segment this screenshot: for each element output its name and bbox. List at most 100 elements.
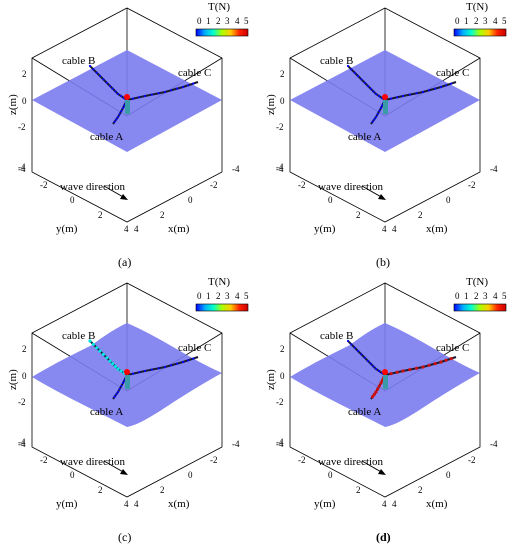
cable-a-node xyxy=(379,381,383,385)
cable-c-node xyxy=(132,372,135,375)
cable-c-node xyxy=(181,360,185,364)
cable-b xyxy=(88,64,128,101)
cable-b-node xyxy=(372,90,375,93)
cable-b-node xyxy=(346,339,350,343)
z-tick: -4 xyxy=(18,437,26,447)
x-tick: 2 xyxy=(418,485,423,495)
cable-b-node xyxy=(111,362,115,366)
cable-a-node xyxy=(118,113,121,116)
z-tick: -4 xyxy=(276,437,284,447)
y-tick: 4 xyxy=(382,224,387,234)
colorbar-title: T(N) xyxy=(466,1,488,13)
colorbar-tick: 0 xyxy=(197,16,202,26)
y-tick: 0 xyxy=(328,195,333,205)
cable-b-node xyxy=(366,84,370,88)
cable-c-node xyxy=(421,365,425,369)
buoy-body xyxy=(125,375,130,389)
cable-a-label: cable A xyxy=(348,406,381,418)
cable-b-node xyxy=(119,369,123,373)
cable-a-node xyxy=(121,381,125,385)
x-tick: 0 xyxy=(446,470,451,480)
cable-c-node xyxy=(150,368,153,371)
cable-b-node xyxy=(108,359,112,363)
cable-b-node xyxy=(377,369,381,373)
x-tick: -4 xyxy=(232,439,240,449)
cable-c-node xyxy=(170,364,173,367)
z-tick: -4 xyxy=(18,162,26,172)
colorbar: T(N) 0 1 2 3 4 5 xyxy=(453,1,507,37)
panel-d-plot: cable B cable C cable A wave direction 2… xyxy=(265,276,507,544)
cable-c-node xyxy=(439,85,443,89)
cable-b-node xyxy=(116,92,120,96)
y-tick: 2 xyxy=(356,485,361,495)
y-tick: 0 xyxy=(70,195,75,205)
x-tick: 0 xyxy=(446,195,451,205)
colorbar: T(N) 0 1 2 3 4 5 xyxy=(195,1,249,37)
colorbar-tick: 1 xyxy=(206,291,211,301)
cable-c-node xyxy=(445,84,448,87)
cable-c-node xyxy=(163,365,167,369)
z-tick: -4 xyxy=(276,162,284,172)
y-tick: -4 xyxy=(276,439,284,449)
panel-a: cable B cable C cable A wave direction 2… xyxy=(0,0,258,275)
cable-b-node xyxy=(356,74,360,78)
y-tick: -4 xyxy=(18,439,26,449)
cable-c-node xyxy=(181,85,185,89)
cable-a-node xyxy=(123,104,126,107)
y-tick: 2 xyxy=(98,210,103,220)
cable-c-node xyxy=(192,357,195,360)
cable-b-node xyxy=(111,87,114,90)
cable-c-node xyxy=(138,371,141,374)
z-tick: -2 xyxy=(276,122,284,132)
cable-c-node xyxy=(415,92,418,95)
cable-b-node xyxy=(353,346,356,349)
float-marker xyxy=(124,94,130,100)
cable-c xyxy=(125,356,199,377)
cable-b-node xyxy=(369,87,372,90)
colorbar-tick: 4 xyxy=(235,16,240,26)
cable-c-node xyxy=(170,89,173,92)
y-axis-label: y(m) xyxy=(56,223,78,235)
cable-c-node xyxy=(157,92,160,95)
wave-direction-arrow xyxy=(361,460,384,474)
colorbar-title: T(N) xyxy=(208,1,230,13)
cable-a-node xyxy=(376,113,379,116)
colorbar-tick: 1 xyxy=(206,16,211,26)
panel-caption: (c) xyxy=(118,530,131,544)
cable-c-node xyxy=(187,84,190,87)
z-tick: 0 xyxy=(280,371,285,381)
cable-c-node xyxy=(187,359,190,362)
cable-c-node xyxy=(176,362,179,365)
cable-b-node xyxy=(366,359,370,363)
cable-c-node xyxy=(401,369,405,373)
panel-d: cable B cable C cable A wave direction 2… xyxy=(258,275,516,550)
y-tick: -2 xyxy=(40,455,48,465)
cable-a-node xyxy=(113,395,116,398)
cable-b-node xyxy=(377,94,381,98)
wave-direction-label: wave direction xyxy=(318,181,384,193)
float-marker xyxy=(124,369,130,375)
cable-a-label: cable A xyxy=(90,131,123,143)
x-axis-label: x(m) xyxy=(426,223,448,235)
cable-b-node xyxy=(350,343,353,346)
x-tick: 0 xyxy=(188,195,193,205)
cable-c-node xyxy=(157,367,160,370)
colorbar-tick: 2 xyxy=(474,16,479,26)
cable-b-node xyxy=(95,346,99,350)
colorbar-tick: 3 xyxy=(483,16,488,26)
cable-a-label: cable A xyxy=(90,406,123,418)
colorbar-tick: 0 xyxy=(455,291,460,301)
cable-b-node xyxy=(98,74,102,78)
cable-a-label: cable A xyxy=(348,131,381,143)
z-tick: 2 xyxy=(22,344,27,354)
cable-b-label: cable B xyxy=(62,55,95,67)
wave-direction-arrowhead xyxy=(120,194,128,200)
y-tick: 0 xyxy=(70,470,75,480)
wave-direction-arrow xyxy=(103,460,126,474)
buoy-body xyxy=(125,100,130,114)
x-tick: 2 xyxy=(418,210,423,220)
colorbar-tick: 5 xyxy=(502,291,507,301)
y-tick: 2 xyxy=(98,485,103,495)
colorbar-tick: 4 xyxy=(493,16,498,26)
y-tick: 4 xyxy=(124,224,129,234)
